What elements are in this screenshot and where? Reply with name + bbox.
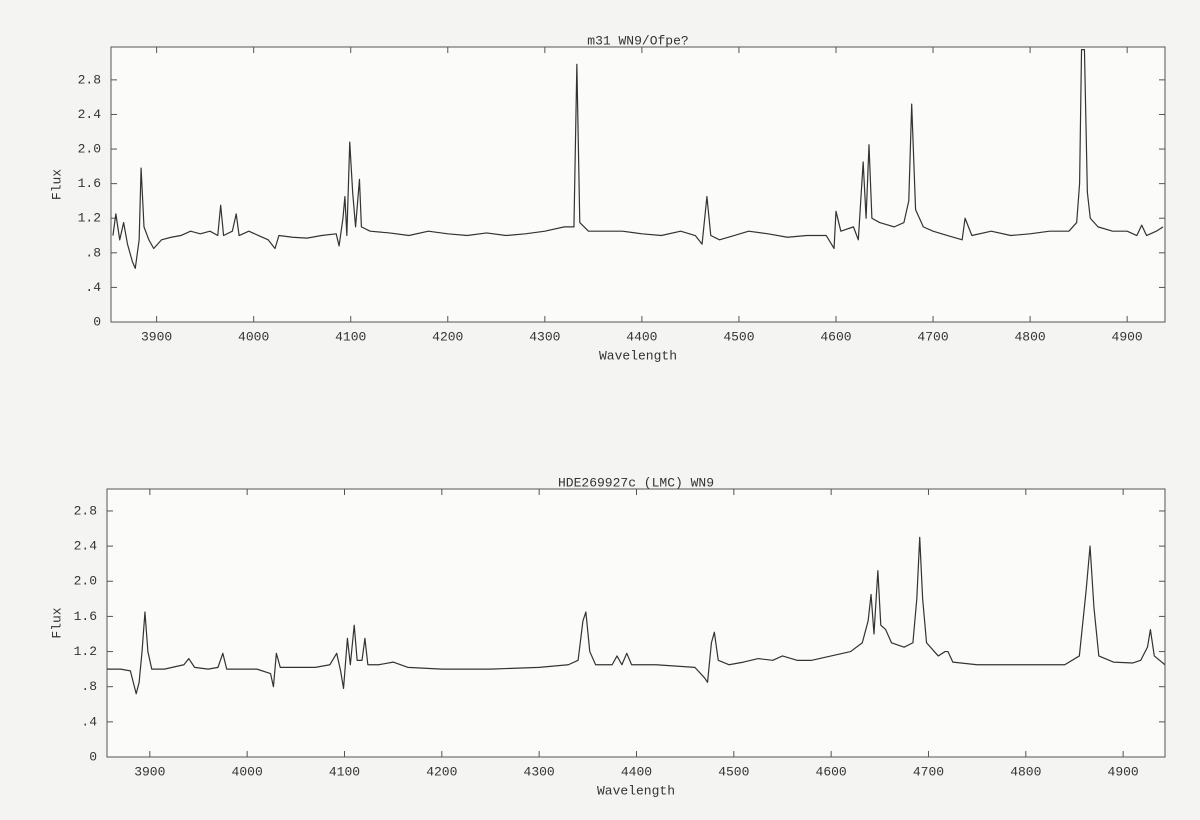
spectrum-line (112, 48, 1164, 269)
x-tick-label: 4000 (238, 329, 269, 344)
x-tick-label: 4200 (426, 764, 457, 779)
y-tick-label: .8 (81, 679, 97, 694)
y-tick-label: 2.0 (78, 141, 101, 156)
y-tick-label: 1.6 (74, 609, 97, 624)
x-tick-label: 4900 (1112, 329, 1143, 344)
x-tick-label: 4700 (917, 329, 948, 344)
x-tick-label: 4000 (232, 764, 263, 779)
x-tick-label: 4800 (1014, 329, 1045, 344)
y-tick-label: .4 (81, 714, 97, 729)
x-tick-label: 4300 (524, 764, 555, 779)
x-tick-label: 4100 (329, 764, 360, 779)
x-tick-label: 4500 (723, 329, 754, 344)
y-tick-label: 0 (89, 749, 97, 764)
x-axis-label: Wavelength (599, 348, 677, 363)
spectrum-line (107, 536, 1165, 695)
x-tick-label: 4500 (718, 764, 749, 779)
chart-title: HDE269927c (LMC) WN9 (558, 475, 714, 490)
y-tick-label: 2.8 (78, 72, 101, 87)
y-tick-label: .4 (85, 280, 101, 295)
x-tick-label: 4600 (820, 329, 851, 344)
plot-frame (110, 46, 1166, 323)
x-axis-label: Wavelength (597, 783, 675, 798)
x-tick-label: 4300 (529, 329, 560, 344)
x-tick-label: 3900 (141, 329, 172, 344)
y-tick-label: 2.4 (78, 107, 102, 122)
x-tick-label: 3900 (134, 764, 165, 779)
chart-title: m31 WN9/Ofpe? (587, 33, 688, 48)
y-tick-label: 1.6 (78, 176, 101, 191)
x-tick-label: 4800 (1010, 764, 1041, 779)
x-tick-label: 4700 (913, 764, 944, 779)
y-tick-label: 2.0 (74, 574, 97, 589)
y-axis-label: Flux (49, 169, 64, 200)
y-tick-label: 2.4 (74, 539, 98, 554)
y-tick-label: 1.2 (78, 211, 101, 226)
x-tick-label: 4600 (816, 764, 847, 779)
x-tick-label: 4400 (626, 329, 657, 344)
y-tick-label: 0 (93, 314, 101, 329)
y-tick-label: .8 (85, 245, 101, 260)
y-axis-label: Flux (49, 607, 64, 638)
y-tick-label: 2.8 (74, 503, 97, 518)
x-tick-label: 4400 (621, 764, 652, 779)
y-tick-label: 1.2 (74, 644, 97, 659)
plot-frame (106, 488, 1166, 758)
x-tick-label: 4900 (1108, 764, 1139, 779)
x-tick-label: 4100 (335, 329, 366, 344)
x-tick-label: 4200 (432, 329, 463, 344)
